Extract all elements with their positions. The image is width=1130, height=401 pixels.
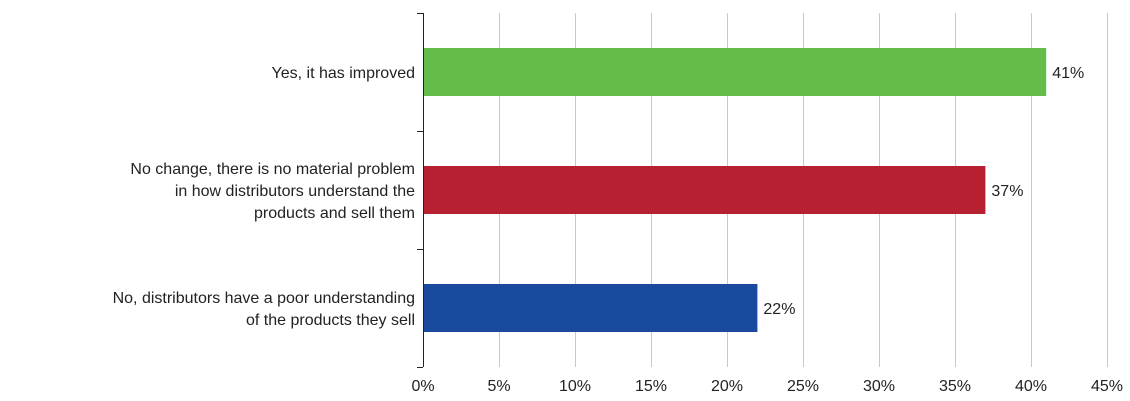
- x-tick-label: 15%: [635, 378, 667, 395]
- data-label: 41%: [1052, 65, 1084, 82]
- x-tick-label: 40%: [1015, 378, 1047, 395]
- category-label: Yes, it has improved: [272, 65, 415, 82]
- category-label-line: No, distributors have a poor understandi…: [113, 290, 415, 307]
- bars: [424, 48, 1047, 332]
- bar: [424, 48, 1047, 96]
- data-label: 22%: [763, 301, 795, 318]
- x-tick-labels: 0% 5% 10% 15% 20% 25% 30% 35% 40% 45%: [411, 378, 1123, 395]
- category-label: No change, there is no material problem i…: [130, 161, 415, 222]
- axes: [417, 13, 424, 368]
- x-tick-label: 25%: [787, 378, 819, 395]
- bar: [424, 284, 758, 332]
- data-labels: 41% 37% 22%: [763, 65, 1084, 318]
- category-label-line: in how distributors understand the: [175, 183, 415, 200]
- x-tick-label: 5%: [487, 378, 510, 395]
- category-label: No, distributors have a poor understandi…: [113, 290, 415, 329]
- category-label-line: No change, there is no material problem: [130, 161, 415, 178]
- x-tick-label: 10%: [559, 378, 591, 395]
- category-label-line: Yes, it has improved: [272, 65, 415, 82]
- x-tick-label: 35%: [939, 378, 971, 395]
- x-tick-label: 30%: [863, 378, 895, 395]
- x-tick-label: 0%: [411, 378, 434, 395]
- category-label-line: of the products they sell: [246, 312, 415, 329]
- data-label: 37%: [991, 183, 1023, 200]
- bar: [424, 166, 986, 214]
- category-label-line: products and sell them: [254, 205, 415, 222]
- x-tick-label: 20%: [711, 378, 743, 395]
- x-tick-label: 45%: [1091, 378, 1123, 395]
- category-labels: Yes, it has improved No change, there is …: [113, 65, 416, 329]
